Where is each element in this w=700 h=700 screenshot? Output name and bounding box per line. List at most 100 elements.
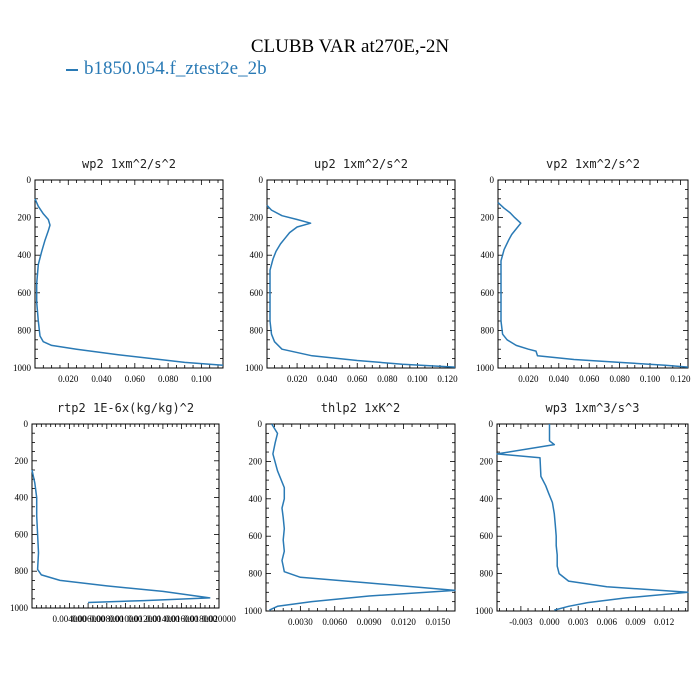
x-tick-label: 0.010000 [109, 614, 143, 624]
plot-frame [497, 179, 689, 369]
x-tick-label: 0.100 [407, 374, 428, 384]
y-tick-label: 1000 [13, 363, 32, 373]
x-tick-label: 0.014000 [146, 614, 180, 624]
y-tick-label: 200 [250, 213, 264, 223]
x-tick-label: 0.020000 [202, 614, 236, 624]
x-tick-label: 0.0120 [391, 617, 416, 627]
x-tick-label: 0.012000 [127, 614, 161, 624]
y-tick-label: 400 [481, 250, 495, 260]
x-tick-label: 0.060 [579, 374, 600, 384]
y-tick-label: 200 [480, 456, 494, 466]
legend-swatch [66, 68, 78, 71]
x-tick-label: 0.020 [58, 374, 79, 384]
x-tick-label: 0.020 [518, 374, 539, 384]
series-line [31, 469, 211, 604]
panel-2: up2 1xm^2/s^2 0 200 400 600 800 1000 0.020 0.040… [245, 157, 458, 384]
plot-frame [34, 179, 224, 369]
y-tick-label: 0 [490, 175, 495, 185]
x-tick-label: 0.000 [539, 617, 560, 627]
x-tick-label: 0.040 [549, 374, 570, 384]
y-tick-label: 400 [18, 250, 32, 260]
x-tick-label: 0.012 [654, 617, 674, 627]
y-tick-label: 200 [481, 213, 495, 223]
y-tick-label: 400 [15, 493, 29, 503]
y-tick-label: 800 [480, 569, 494, 579]
y-tick-label: 600 [18, 288, 32, 298]
legend: b1850.054.f_ztest2e_2b [66, 58, 267, 80]
y-tick-label: 600 [15, 529, 29, 539]
panel-title: vp2 1xm^2/s^2 [546, 157, 640, 171]
y-tick-label: 0 [489, 419, 494, 429]
x-tick-label: 0.080 [609, 374, 630, 384]
series-line [496, 424, 689, 611]
x-tick-label: 0.100 [640, 374, 661, 384]
y-tick-label: 200 [249, 456, 263, 466]
y-tick-label: 0 [27, 175, 32, 185]
x-tick-label: 0.080 [377, 374, 398, 384]
y-tick-label: 600 [249, 531, 263, 541]
y-tick-label: 1000 [10, 603, 29, 613]
y-tick-label: 0 [259, 175, 264, 185]
x-tick-label: 0.0150 [425, 617, 450, 627]
y-tick-label: 800 [15, 566, 29, 576]
x-tick-label: 0.120 [670, 374, 691, 384]
series-line [34, 198, 224, 366]
panel-title: up2 1xm^2/s^2 [314, 157, 408, 171]
x-tick-label: 0.006000 [71, 614, 105, 624]
x-tick-label: 0.009 [625, 617, 646, 627]
y-tick-label: 0 [258, 419, 263, 429]
y-tick-label: 600 [481, 288, 495, 298]
y-tick-label: 400 [249, 494, 263, 504]
y-tick-label: 1000 [245, 363, 264, 373]
x-tick-label: 0.0030 [288, 617, 313, 627]
plot-frame [496, 423, 689, 612]
x-tick-label: 0.006 [597, 617, 618, 627]
panel-6: wp3 1xm^3/s^3 0 200 400 600 800 1000 -0.003 0.00… [475, 401, 689, 627]
legend-label: b1850.054.f_ztest2e_2b [84, 58, 267, 79]
x-tick-label: 0.020 [287, 374, 308, 384]
y-tick-label: 600 [480, 531, 494, 541]
series-line [269, 423, 456, 611]
y-tick-label: 800 [18, 325, 32, 335]
y-tick-label: 1000 [244, 606, 263, 616]
y-tick-label: 400 [250, 250, 264, 260]
x-tick-label: 0.018000 [183, 614, 217, 624]
figure-title: CLUBB VAR at270E,-2N [250, 36, 450, 57]
panel-3: vp2 1xm^2/s^2 0 200 400 600 800 1000 0.020 0.040… [476, 157, 691, 384]
x-tick-label: 0.004000 [53, 614, 87, 624]
y-tick-label: 800 [249, 569, 263, 579]
panel-title: wp3 1xm^3/s^3 [546, 401, 640, 415]
panel-1: wp2 1xm^2/s^2 0 200 400 600 800 1000 0.020 0.040… [13, 157, 224, 384]
y-tick-label: 800 [481, 325, 495, 335]
x-tick-label: 0.040 [317, 374, 338, 384]
series-line [497, 202, 689, 368]
x-tick-label: 0.016000 [165, 614, 199, 624]
series-line [266, 204, 456, 368]
y-tick-label: 600 [250, 288, 264, 298]
y-tick-label: 200 [18, 213, 32, 223]
panel-4: rtp2 1E-6x(kg/kg)^2 0 200 400 600 800 1000 0.00… [10, 401, 236, 624]
panel-title: rtp2 1E-6x(kg/kg)^2 [57, 401, 194, 415]
x-tick-label: 0.060 [125, 374, 146, 384]
x-tick-label: 0.060 [347, 374, 368, 384]
x-tick-label: 0.0090 [357, 617, 382, 627]
x-tick-label: -0.003 [509, 617, 533, 627]
y-tick-label: 800 [250, 325, 264, 335]
panel-title: wp2 1xm^2/s^2 [82, 157, 176, 171]
x-tick-label: 0.040 [91, 374, 112, 384]
x-tick-label: 0.120 [437, 374, 458, 384]
panel-title: thlp2 1xK^2 [321, 401, 400, 415]
y-tick-label: 400 [480, 494, 494, 504]
y-tick-label: 200 [15, 456, 29, 466]
panel-5: thlp2 1xK^2 0 200 400 600 800 1000 0.0030 0.0060… [244, 401, 456, 627]
x-tick-label: 0.0060 [322, 617, 347, 627]
x-tick-label: 0.080 [158, 374, 179, 384]
x-tick-label: 0.008000 [90, 614, 124, 624]
y-tick-label: 1000 [476, 363, 495, 373]
y-tick-label: 1000 [475, 606, 494, 616]
plot-frame [266, 179, 456, 369]
x-tick-label: 0.003 [568, 617, 589, 627]
x-tick-label: 0.100 [191, 374, 212, 384]
